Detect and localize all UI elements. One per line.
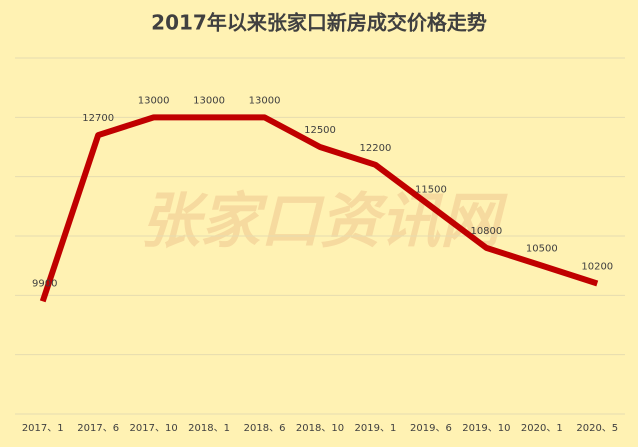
data-label: 10500 [526,244,558,255]
x-tick-label: 2020、1 [521,423,563,434]
chart-title: 2017年以来张家口新房成交价格走势 [151,11,487,35]
x-tick-label: 2018、6 [244,423,286,434]
x-tick-label: 2017、10 [130,423,178,434]
data-label: 13000 [138,95,170,106]
x-tick-label: 2018、1 [188,423,230,434]
data-label: 12700 [82,113,114,124]
x-tick-label: 2019、10 [462,423,510,434]
x-tick-label: 2018、10 [296,423,344,434]
data-label: 12200 [360,143,392,154]
data-label: 9900 [32,278,57,289]
line [39,114,599,303]
data-label: 10200 [581,261,613,272]
x-tick-label: 2020、5 [576,423,618,434]
data-label: 10800 [470,226,502,237]
data-label: 12500 [304,125,336,136]
data-label: 13000 [193,95,225,106]
x-tick-label: 2019、1 [355,423,397,434]
data-label: 11500 [415,184,447,195]
x-tick-label: 2017、1 [22,423,64,434]
x-tick-label: 2017、6 [77,423,119,434]
x-tick-label: 2019、6 [410,423,452,434]
data-label: 13000 [249,95,281,106]
